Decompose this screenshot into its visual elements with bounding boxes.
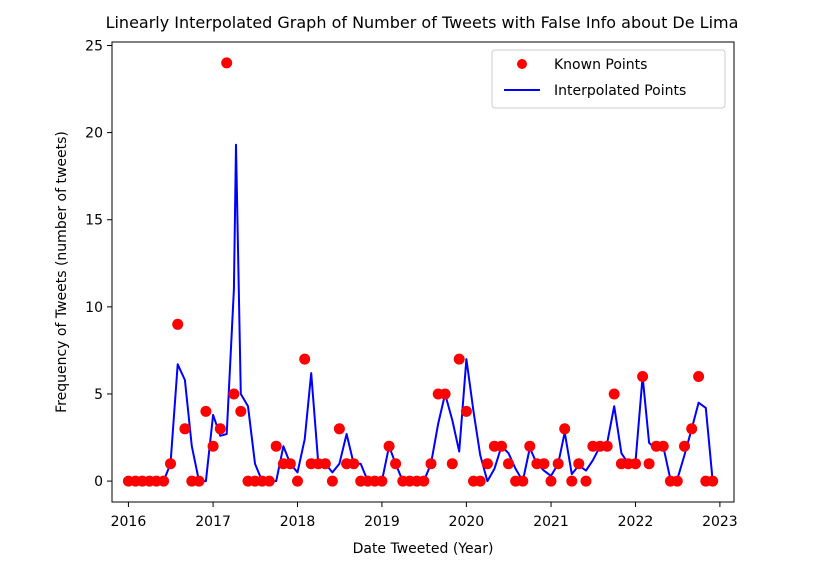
known-point [481, 458, 493, 470]
x-tick-label: 2020 [449, 514, 485, 530]
known-point [165, 458, 176, 470]
y-axis-label: Frequency of Tweets (number of tweets) [54, 131, 70, 413]
legend-label-known-points: Known Points [554, 57, 647, 73]
known-point [193, 475, 205, 487]
known-point [538, 458, 550, 470]
known-point [319, 458, 331, 470]
chart-title: Linearly Interpolated Graph of Number of… [106, 13, 739, 32]
known-point [580, 475, 592, 487]
y-tick-label: 15 [85, 213, 103, 229]
known-point [460, 405, 472, 417]
known-point [235, 405, 247, 417]
known-point [326, 475, 338, 487]
known-point [207, 440, 219, 452]
known-point [383, 440, 395, 452]
known-point [453, 353, 465, 365]
known-point [601, 440, 613, 452]
known-point [686, 423, 698, 435]
y-tick-label: 20 [85, 126, 103, 142]
known-point [657, 440, 669, 452]
x-axis-label: Date Tweeted (Year) [353, 541, 494, 557]
x-tick-label: 2022 [618, 514, 654, 530]
known-point [496, 440, 507, 452]
known-point [608, 388, 620, 400]
y-tick-label: 0 [94, 474, 103, 490]
known-point [158, 475, 170, 487]
known-point [418, 475, 430, 487]
known-point [425, 458, 437, 470]
x-tick-label: 2021 [533, 514, 569, 530]
legend-marker-known-points [517, 59, 527, 69]
y-ticks: 0 5 10 15 20 25 [85, 38, 112, 490]
known-point [552, 458, 564, 470]
known-point [671, 475, 683, 487]
known-point [348, 458, 360, 470]
known-point [446, 458, 458, 470]
legend-box [491, 49, 726, 109]
x-tick-label: 2017 [195, 514, 231, 530]
known-point [630, 458, 641, 470]
known-point [566, 475, 578, 487]
known-point [263, 475, 275, 487]
known-point [200, 405, 212, 417]
known-point [637, 371, 649, 382]
known-point [503, 458, 514, 470]
y-tick-label: 5 [94, 387, 103, 403]
known-point [524, 440, 536, 452]
known-point [214, 423, 226, 435]
known-point [439, 388, 451, 400]
axes-frame [111, 41, 735, 503]
known-point [517, 475, 529, 487]
known-point [172, 318, 184, 330]
known-point [284, 458, 296, 470]
x-tick-label: 2019 [364, 514, 400, 530]
known-point [333, 423, 345, 435]
legend-label-interpolated-points: Interpolated Points [554, 83, 686, 99]
known-point [376, 475, 388, 487]
known-point [559, 423, 571, 435]
known-point [292, 475, 303, 487]
x-tick-label: 2018 [280, 514, 316, 530]
known-point [270, 440, 282, 452]
x-ticks: 2016 2017 2018 2019 2020 2021 2022 2023 [111, 502, 738, 530]
plot-area [111, 41, 735, 503]
x-tick-label: 2023 [702, 514, 738, 530]
known-point [545, 475, 557, 487]
known-point [643, 458, 655, 470]
known-point [299, 353, 311, 365]
legend: Known Points Interpolated Points [491, 49, 726, 109]
known-point [390, 458, 402, 470]
known-point [474, 475, 486, 487]
x-tick-label: 2016 [111, 514, 147, 530]
known-point [228, 388, 240, 400]
y-tick-label: 25 [85, 38, 103, 54]
y-tick-label: 10 [85, 300, 103, 316]
known-points-series [122, 57, 719, 487]
known-point [221, 57, 233, 69]
known-point [693, 371, 705, 382]
known-point [179, 423, 191, 435]
known-point [707, 475, 719, 487]
known-point [573, 458, 585, 470]
known-point [679, 440, 690, 452]
